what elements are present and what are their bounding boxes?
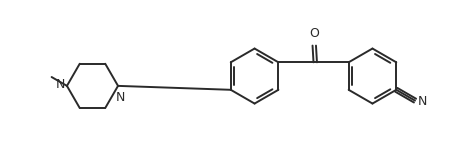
Text: N: N <box>418 95 427 108</box>
Text: O: O <box>309 27 319 40</box>
Text: N: N <box>55 78 65 91</box>
Text: N: N <box>116 91 125 104</box>
